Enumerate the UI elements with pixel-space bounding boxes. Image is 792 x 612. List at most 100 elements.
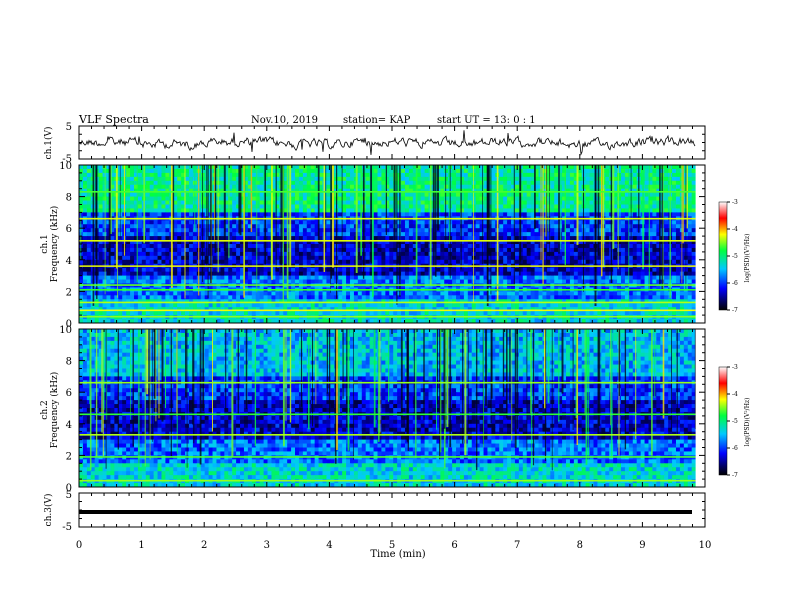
spectrogram-cell bbox=[283, 172, 288, 178]
spectrogram-cell bbox=[310, 212, 316, 217]
spectrogram-cell bbox=[200, 196, 206, 202]
spectrogram-cell bbox=[365, 251, 371, 257]
spectrogram-cell bbox=[534, 192, 540, 198]
spectrogram-cell bbox=[251, 176, 257, 182]
spectrogram-cell bbox=[393, 255, 398, 261]
spectrogram-cell bbox=[503, 251, 508, 257]
spectrogram-cell bbox=[644, 240, 650, 245]
spectrogram-cell bbox=[82, 188, 88, 194]
spectrogram-cell bbox=[491, 255, 496, 261]
spectrogram-cell bbox=[259, 236, 265, 241]
spectrogram-cell bbox=[298, 271, 304, 277]
spectrogram-cell bbox=[542, 271, 547, 277]
spectrogram-cell bbox=[656, 232, 661, 237]
spectrogram-cell bbox=[224, 196, 229, 202]
spectrogram-cell bbox=[381, 259, 386, 265]
spectrogram-cell bbox=[613, 212, 618, 217]
spectrogram-cell bbox=[613, 168, 618, 174]
spectrogram-cell bbox=[200, 168, 206, 174]
spectrogram-cell bbox=[499, 208, 504, 213]
spectrogram-cell bbox=[126, 255, 131, 261]
spectrogram-cell bbox=[165, 228, 170, 233]
spectrogram-cell bbox=[514, 259, 520, 265]
spectrogram-cell bbox=[188, 188, 194, 194]
spectrogram-cell bbox=[302, 244, 308, 249]
spectrogram-cell bbox=[236, 259, 241, 265]
spectrogram-cell bbox=[408, 228, 414, 233]
spectrogram-cell bbox=[126, 275, 131, 281]
spectrogram-cell bbox=[408, 176, 414, 182]
spectrogram-cell bbox=[240, 200, 245, 206]
spectrogram-cell bbox=[628, 275, 634, 281]
spectrogram-cell bbox=[161, 244, 167, 249]
spectrogram-cell bbox=[672, 255, 677, 261]
spectrogram-cell bbox=[346, 196, 351, 202]
spectrogram-cell bbox=[656, 192, 661, 198]
spectrogram-cell bbox=[444, 180, 449, 186]
spectrogram-cell bbox=[275, 236, 280, 241]
spectrogram-cell bbox=[597, 255, 602, 261]
spectrogram-cell bbox=[601, 279, 606, 285]
spectrogram-cell bbox=[499, 200, 504, 206]
spectrogram-cell bbox=[349, 228, 355, 233]
spectrogram-cell bbox=[161, 204, 167, 210]
spectrogram-cell bbox=[267, 208, 273, 213]
spectrogram-cell bbox=[98, 200, 104, 206]
spectrogram-cell bbox=[412, 259, 418, 265]
spectrogram-cell bbox=[188, 228, 194, 233]
spectrogram-cell bbox=[365, 168, 371, 174]
spectrogram-cell bbox=[522, 172, 528, 178]
spectrogram-cell bbox=[566, 192, 571, 198]
spectrogram-cell bbox=[420, 180, 426, 186]
spectrogram-cell bbox=[200, 247, 206, 253]
spectrogram-cell bbox=[212, 251, 218, 257]
spectrogram-cell bbox=[275, 247, 280, 253]
spectrogram-cell bbox=[267, 232, 273, 237]
spectrogram-cell bbox=[613, 244, 618, 249]
spectrogram-cell bbox=[628, 251, 634, 257]
spectrogram-cell bbox=[514, 176, 520, 182]
spectrogram-cell bbox=[420, 236, 426, 241]
spectrogram-cell bbox=[648, 279, 654, 285]
spectrogram-cell bbox=[267, 196, 273, 202]
spectrogram-cell bbox=[573, 279, 579, 285]
spectrogram-cell bbox=[161, 236, 167, 241]
spectrogram-cell bbox=[463, 172, 469, 178]
spectrogram-cell bbox=[664, 247, 669, 253]
spectrogram-cell bbox=[589, 200, 595, 206]
spectrogram-cell bbox=[463, 232, 469, 237]
spectrogram-cell bbox=[243, 200, 249, 206]
spectrogram-cell bbox=[569, 228, 575, 233]
spectrogram-cell bbox=[499, 172, 504, 178]
spectrogram-cell bbox=[153, 176, 159, 182]
spectrogram-cell bbox=[306, 244, 312, 249]
spectrogram-cell bbox=[530, 180, 536, 186]
spectrogram-cell bbox=[562, 176, 567, 182]
spectrogram-cell bbox=[346, 232, 351, 237]
spectrogram-cell bbox=[585, 279, 591, 285]
spectrogram-cell bbox=[401, 168, 406, 174]
spectrogram-cell bbox=[467, 192, 473, 198]
spectrogram-cell bbox=[566, 271, 571, 277]
spectrogram-cell bbox=[357, 267, 363, 273]
spectrogram-cell bbox=[530, 204, 536, 210]
spectrogram-cell bbox=[86, 271, 92, 277]
spectrogram-cell bbox=[424, 192, 430, 198]
spectrogram-cell bbox=[349, 165, 355, 170]
spectrogram-cell bbox=[216, 184, 221, 190]
spectrogram-cell bbox=[326, 228, 331, 233]
spectrogram-cell bbox=[408, 251, 414, 257]
spectrogram-cell bbox=[373, 172, 379, 178]
spectrogram-cell bbox=[656, 259, 661, 265]
spectrogram-cell bbox=[522, 279, 528, 285]
spectrogram-cell bbox=[656, 208, 661, 213]
spectrogram-cell bbox=[204, 224, 210, 229]
spectrogram-cell bbox=[126, 251, 131, 257]
spectrogram-cell bbox=[381, 188, 386, 194]
spectrogram-cell bbox=[404, 247, 410, 253]
spectrogram-cell bbox=[228, 196, 233, 202]
spectrogram-cell bbox=[314, 172, 320, 178]
spectrogram-cell bbox=[675, 232, 681, 237]
spectrogram-cell bbox=[98, 204, 104, 210]
spectrogram-cell bbox=[499, 232, 504, 237]
